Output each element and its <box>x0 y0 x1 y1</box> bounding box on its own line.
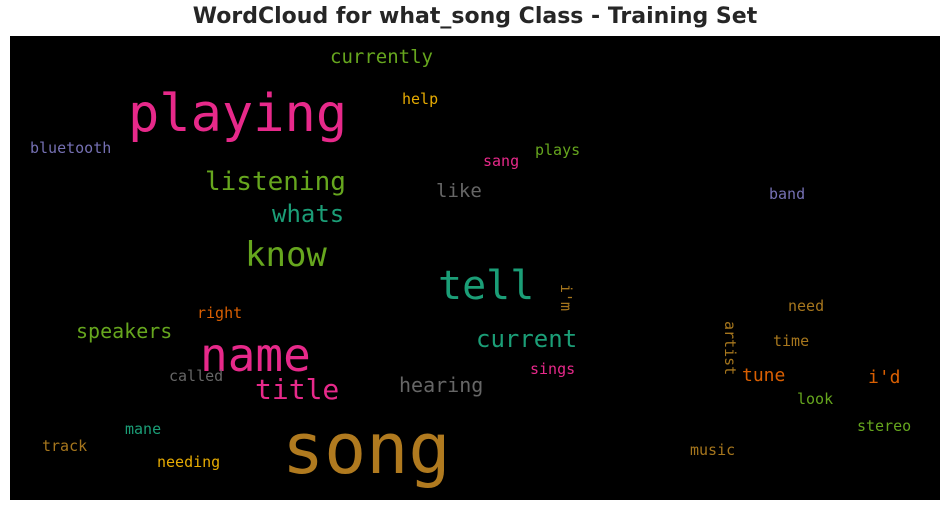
word-plays: plays <box>535 141 581 159</box>
word-music: music <box>690 441 736 459</box>
word-bluetooth: bluetooth <box>30 139 112 157</box>
word-listening: listening <box>205 167 346 197</box>
word-song: song <box>282 408 451 490</box>
word-mane: mane <box>125 420 162 438</box>
word-time: time <box>773 332 810 350</box>
word-tell: tell <box>438 263 535 309</box>
word-playing: playing <box>128 84 348 144</box>
word-track: track <box>42 437 88 455</box>
word-name: name <box>200 328 311 382</box>
word-look: look <box>797 390 834 408</box>
word-help: help <box>402 90 439 108</box>
word-like: like <box>436 180 482 202</box>
word-called: called <box>169 367 224 385</box>
word-sang: sang <box>483 152 520 170</box>
word-right: right <box>197 304 243 322</box>
word-hearing: hearing <box>399 373 484 397</box>
word-stereo: stereo <box>857 417 912 435</box>
chart-title: WordCloud for what_song Class - Training… <box>192 4 758 29</box>
word-currently: currently <box>330 46 433 68</box>
word-id: i'd <box>868 367 901 388</box>
word-title: title <box>255 373 340 406</box>
word-speakers: speakers <box>76 319 173 343</box>
word-current: current <box>476 325 578 353</box>
word-band: band <box>769 185 806 203</box>
word-needing: needing <box>157 453 221 471</box>
word-sings: sings <box>530 360 576 378</box>
word-whats: whats <box>272 200 345 228</box>
word-know: know <box>245 235 327 275</box>
word-tune: tune <box>742 365 786 386</box>
word-im: i'm <box>557 284 575 312</box>
word-need: need <box>788 297 825 315</box>
word-artist: artist <box>721 321 739 376</box>
wordcloud-canvas: song playing name tell know listening whats tit… <box>10 36 940 500</box>
